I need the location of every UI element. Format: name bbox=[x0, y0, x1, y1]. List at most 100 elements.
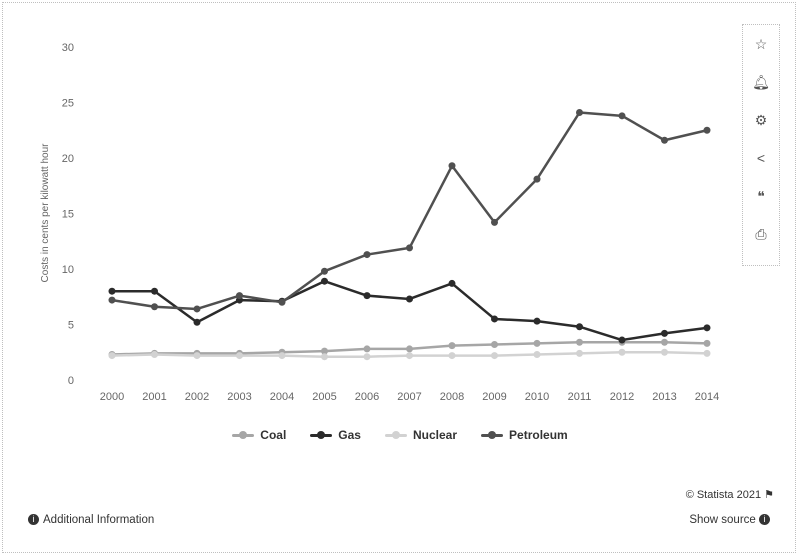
data-point-petroleum[interactable] bbox=[533, 175, 541, 183]
data-point-coal[interactable] bbox=[406, 345, 413, 353]
legend-item-petroleum[interactable]: Petroleum bbox=[481, 428, 568, 442]
data-point-gas[interactable] bbox=[576, 323, 583, 331]
data-point-petroleum[interactable] bbox=[278, 298, 286, 306]
data-point-nuclear[interactable] bbox=[278, 352, 286, 360]
data-point-petroleum[interactable] bbox=[406, 244, 413, 252]
data-point-petroleum[interactable] bbox=[151, 303, 158, 311]
data-point-nuclear[interactable] bbox=[363, 353, 371, 361]
y-tick-label: 20 bbox=[62, 153, 74, 165]
data-point-gas[interactable] bbox=[193, 318, 201, 326]
x-tick-label: 2003 bbox=[227, 391, 251, 403]
gear-icon[interactable]: ⚙ bbox=[754, 111, 768, 128]
x-tick-label: 2004 bbox=[270, 391, 294, 403]
data-point-coal[interactable] bbox=[661, 338, 668, 346]
y-tick-label: 10 bbox=[62, 264, 74, 276]
series-nuclear[interactable] bbox=[108, 348, 711, 361]
chart-legend: Coal Gas Nuclear Petroleum bbox=[0, 428, 800, 442]
x-tick-label: 2005 bbox=[312, 391, 336, 403]
x-tick-label: 2007 bbox=[397, 391, 421, 403]
data-point-nuclear[interactable] bbox=[533, 350, 541, 358]
data-point-gas[interactable] bbox=[151, 287, 158, 295]
data-point-petroleum[interactable] bbox=[661, 136, 668, 144]
info-icon: i bbox=[28, 514, 39, 526]
x-tick-label: 2001 bbox=[142, 391, 166, 403]
data-point-gas[interactable] bbox=[321, 277, 328, 285]
data-point-petroleum[interactable] bbox=[703, 126, 711, 134]
data-point-nuclear[interactable] bbox=[448, 352, 456, 360]
legend-item-nuclear[interactable]: Nuclear bbox=[384, 428, 457, 442]
quote-icon[interactable]: ❝ bbox=[757, 187, 765, 204]
legend-label: Gas bbox=[338, 428, 361, 442]
x-tick-label: 2009 bbox=[482, 391, 506, 403]
data-point-petroleum[interactable] bbox=[618, 112, 626, 120]
data-point-gas[interactable] bbox=[448, 279, 456, 287]
bell-icon[interactable]: 🔔︎ bbox=[752, 73, 770, 90]
data-point-gas[interactable] bbox=[703, 324, 711, 332]
data-point-gas[interactable] bbox=[661, 329, 668, 337]
print-icon[interactable]: ⎙ bbox=[755, 225, 767, 242]
legend-label: Coal bbox=[260, 428, 287, 442]
credit-text: © Statista 2021 bbox=[685, 489, 762, 501]
data-point-petroleum[interactable] bbox=[236, 292, 243, 300]
data-point-nuclear[interactable] bbox=[576, 349, 583, 357]
series-petroleum[interactable] bbox=[108, 108, 711, 313]
x-tick-label: 2008 bbox=[440, 391, 464, 403]
legend-swatch bbox=[481, 430, 504, 440]
legend-swatch bbox=[310, 430, 333, 440]
show-source-label: Show source bbox=[689, 514, 756, 526]
data-point-gas[interactable] bbox=[363, 292, 371, 300]
y-tick-label: 0 bbox=[68, 375, 74, 387]
data-point-nuclear[interactable] bbox=[491, 352, 498, 360]
data-point-nuclear[interactable] bbox=[108, 352, 116, 360]
data-point-petroleum[interactable] bbox=[448, 162, 456, 170]
flag-icon: ⚑ bbox=[764, 489, 774, 501]
data-point-coal[interactable] bbox=[448, 342, 456, 350]
show-source-link[interactable]: Show source i bbox=[689, 514, 774, 526]
y-tick-label: 15 bbox=[62, 209, 74, 221]
chart-toolbar: ☆ 🔔︎ ⚙ < ❝ ⎙ bbox=[742, 24, 780, 266]
data-point-gas[interactable] bbox=[406, 295, 413, 303]
share-icon[interactable]: < bbox=[756, 150, 766, 166]
additional-information-link[interactable]: i Additional Information bbox=[28, 514, 154, 526]
data-point-coal[interactable] bbox=[321, 347, 328, 355]
additional-info-label: Additional Information bbox=[43, 514, 155, 526]
data-point-gas[interactable] bbox=[618, 336, 626, 344]
data-point-petroleum[interactable] bbox=[363, 251, 371, 259]
legend-swatch bbox=[232, 430, 255, 440]
series-gas[interactable] bbox=[108, 277, 711, 344]
data-point-coal[interactable] bbox=[703, 339, 711, 347]
data-point-gas[interactable] bbox=[533, 317, 541, 325]
series-line-gas[interactable] bbox=[112, 279, 708, 342]
data-point-nuclear[interactable] bbox=[406, 352, 413, 360]
x-tick-label: 2011 bbox=[568, 391, 592, 403]
statista-credit[interactable]: © Statista 2021 ⚑ bbox=[686, 488, 774, 501]
data-point-petroleum[interactable] bbox=[576, 108, 583, 116]
data-point-nuclear[interactable] bbox=[193, 352, 201, 360]
data-point-coal[interactable] bbox=[576, 338, 583, 346]
data-point-gas[interactable] bbox=[491, 315, 498, 323]
data-point-nuclear[interactable] bbox=[618, 348, 626, 356]
data-point-coal[interactable] bbox=[363, 345, 371, 353]
data-point-petroleum[interactable] bbox=[108, 296, 116, 304]
data-point-nuclear[interactable] bbox=[321, 353, 328, 361]
x-tick-label: 2013 bbox=[652, 391, 676, 403]
data-point-nuclear[interactable] bbox=[236, 352, 243, 360]
data-point-petroleum[interactable] bbox=[321, 267, 328, 275]
data-point-coal[interactable] bbox=[491, 340, 498, 348]
star-icon[interactable]: ☆ bbox=[754, 35, 768, 52]
legend-item-coal[interactable]: Coal bbox=[232, 428, 286, 442]
data-point-petroleum[interactable] bbox=[193, 305, 201, 313]
x-tick-label: 2002 bbox=[185, 391, 209, 403]
data-point-gas[interactable] bbox=[108, 287, 116, 295]
data-point-coal[interactable] bbox=[533, 339, 541, 347]
data-point-nuclear[interactable] bbox=[661, 348, 668, 356]
series-line-petroleum[interactable] bbox=[111, 111, 708, 311]
data-point-nuclear[interactable] bbox=[703, 349, 711, 357]
legend-item-gas[interactable]: Gas bbox=[310, 428, 361, 442]
data-point-nuclear[interactable] bbox=[151, 350, 158, 358]
data-point-petroleum[interactable] bbox=[491, 218, 498, 226]
x-tick-label: 2000 bbox=[100, 391, 124, 403]
x-tick-label: 2012 bbox=[610, 391, 634, 403]
y-tick-label: 25 bbox=[62, 98, 74, 110]
